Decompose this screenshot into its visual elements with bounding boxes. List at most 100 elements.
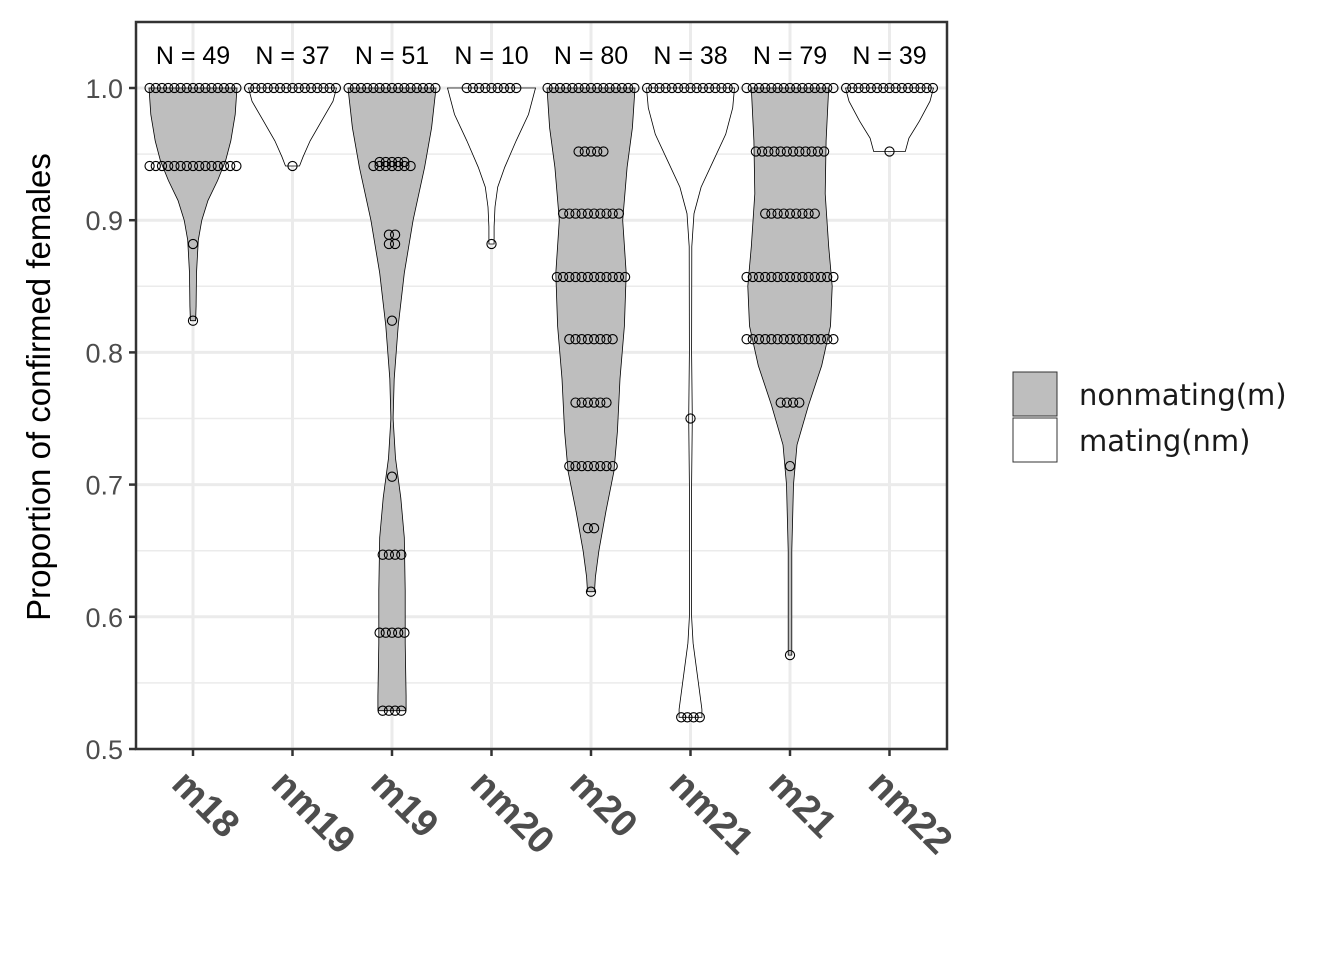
y-tick-label: 0.6: [85, 603, 123, 633]
point-m20: [564, 334, 575, 345]
point-m19: [393, 160, 404, 172]
point-m21: [784, 208, 796, 219]
point-nm22: [884, 82, 895, 94]
point-m21: [750, 146, 762, 157]
n-labels: N = 49 N = 37 N = 51 N = 10 N = 80 N = 38 N = …: [156, 42, 927, 70]
point-m20: [592, 146, 603, 157]
n-label-m21: N = 79: [753, 42, 827, 70]
point-m19: [399, 82, 410, 94]
point-m20: [601, 334, 612, 345]
point-m21: [803, 271, 814, 283]
point-m19: [383, 705, 395, 716]
point-m20: [557, 208, 569, 219]
point-m20: [585, 82, 597, 94]
point-m20: [588, 208, 600, 219]
point-m18: [156, 82, 168, 94]
point-m20: [595, 397, 606, 408]
point-m18: [156, 160, 168, 172]
point-m20: [561, 82, 572, 94]
point-m20: [588, 397, 600, 408]
point-m18: [231, 82, 242, 94]
n-label-nm19: N = 37: [255, 42, 329, 70]
point-nm21: [672, 82, 684, 94]
point-m21: [784, 460, 796, 472]
point-m19: [411, 82, 422, 94]
point-nm20: [486, 238, 497, 250]
point-m18: [212, 160, 223, 172]
point-m21: [812, 146, 824, 157]
point-m20: [579, 82, 590, 94]
point-m21: [760, 82, 771, 94]
point-m20: [629, 82, 640, 94]
point-m20: [610, 82, 621, 94]
point-m21: [772, 208, 783, 219]
point-m20: [595, 460, 606, 472]
point-m19: [374, 627, 385, 638]
x-tick-label-nm20: nm20: [462, 763, 562, 863]
point-m21: [753, 334, 765, 345]
point-nm19: [293, 82, 304, 94]
x-axis: m18 nm19 m19 nm20 m20 nm21 m21 nm22: [164, 749, 960, 863]
point-m19: [424, 82, 435, 94]
point-m20: [616, 82, 628, 94]
point-m18: [187, 315, 199, 326]
point-m20: [585, 146, 597, 157]
point-nm22: [927, 82, 939, 94]
point-m21: [781, 146, 793, 157]
point-m21: [803, 334, 814, 345]
point-m20: [601, 397, 612, 408]
point-m21: [800, 146, 811, 157]
point-m19: [362, 82, 373, 94]
point-m20: [585, 586, 597, 597]
point-m21: [760, 208, 771, 219]
point-m21: [828, 271, 839, 283]
point-m19: [380, 82, 391, 94]
point-m21: [787, 397, 799, 408]
point-m19: [405, 160, 416, 172]
point-m20: [598, 82, 609, 94]
x-tick-label-nm21: nm21: [661, 763, 761, 863]
point-m21: [753, 271, 765, 283]
point-nm19: [281, 82, 292, 94]
point-m18: [144, 82, 155, 94]
point-nm20: [492, 82, 503, 94]
point-nm19: [318, 82, 329, 94]
point-m21: [763, 146, 774, 157]
point-nm22: [865, 82, 877, 94]
point-m20: [570, 208, 581, 219]
point-m21: [803, 82, 814, 94]
point-nm21: [716, 82, 727, 94]
point-nm22: [902, 82, 914, 94]
point-nm21: [697, 82, 709, 94]
point-m21: [828, 334, 839, 345]
point-m19: [374, 160, 385, 172]
y-tick-label: 0.5: [85, 735, 123, 765]
point-m18: [194, 160, 205, 172]
point-m20: [567, 82, 578, 94]
point-m21: [815, 334, 827, 345]
point-nm22: [896, 82, 908, 94]
point-m21: [772, 82, 783, 94]
point-m19: [396, 705, 407, 716]
point-m18: [218, 82, 230, 94]
point-m20: [598, 146, 609, 157]
point-m21: [784, 82, 796, 94]
point-m18: [225, 160, 236, 172]
point-nm22: [871, 82, 883, 94]
point-m20: [576, 460, 587, 472]
point-m18: [194, 82, 205, 94]
legend-label-nonmating: nonmating(m): [1079, 378, 1287, 412]
point-m18: [181, 82, 192, 94]
panel-border: [134, 20, 949, 751]
point-m19: [349, 82, 360, 94]
point-m20: [570, 397, 581, 408]
point-m20: [607, 460, 618, 472]
point-m20: [554, 82, 566, 94]
point-m21: [760, 271, 771, 283]
point-m19: [377, 549, 388, 560]
point-m20: [551, 271, 563, 283]
point-m20: [582, 208, 594, 219]
n-label-nm21: N = 38: [653, 42, 727, 70]
point-nm22: [853, 82, 864, 94]
point-m20: [582, 523, 594, 534]
